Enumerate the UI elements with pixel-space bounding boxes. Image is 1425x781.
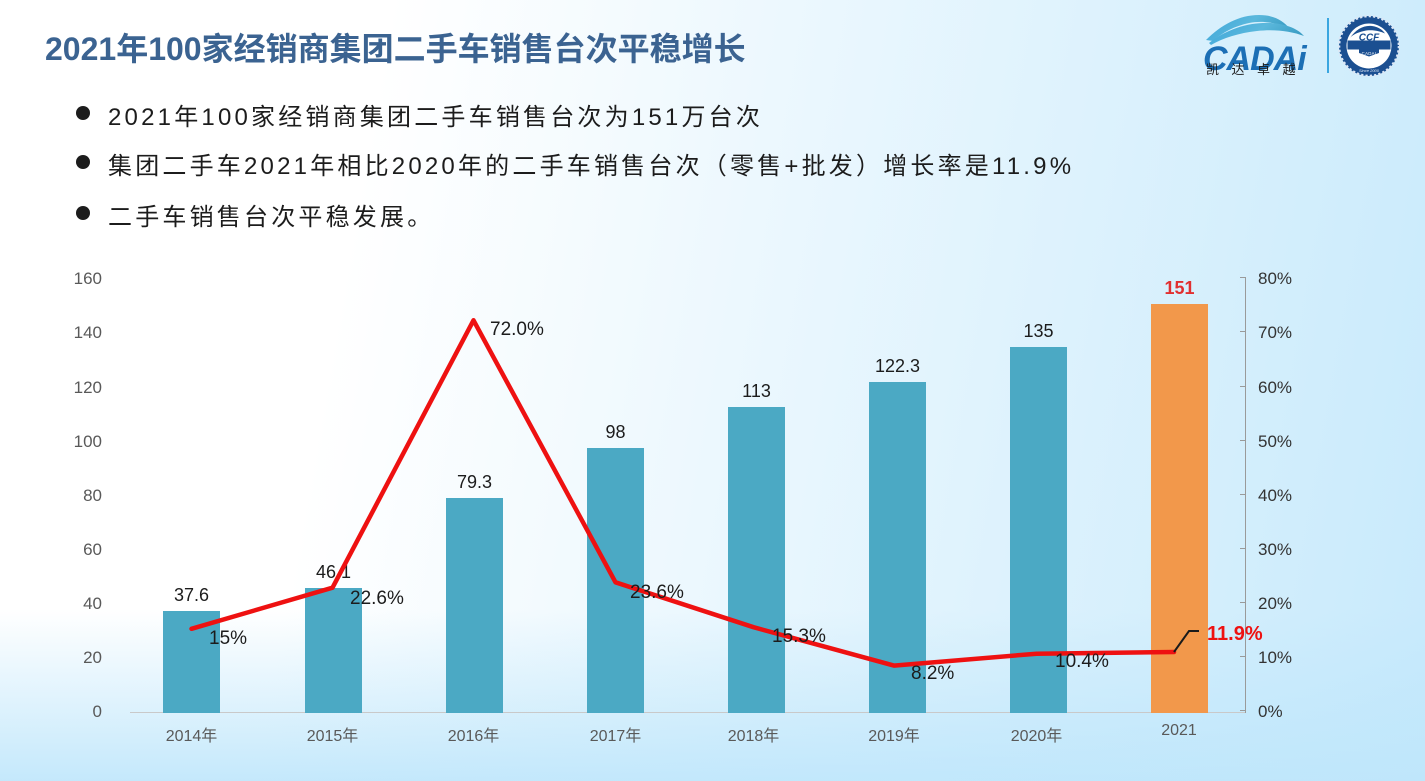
svg-text:15.3%: 15.3% xyxy=(772,626,826,647)
svg-text:11.9%: 11.9% xyxy=(1207,623,1263,645)
svg-text:22.6%: 22.6% xyxy=(350,588,404,609)
svg-text:CADAI: CADAI xyxy=(1362,51,1377,56)
svg-text:Since 2000: Since 2000 xyxy=(1359,68,1380,73)
svg-text:72.0%: 72.0% xyxy=(490,319,544,340)
svg-text:10.4%: 10.4% xyxy=(1055,651,1109,672)
svg-text:23.6%: 23.6% xyxy=(630,582,684,603)
svg-text:15%: 15% xyxy=(209,628,247,649)
svg-text:8.2%: 8.2% xyxy=(911,663,954,684)
